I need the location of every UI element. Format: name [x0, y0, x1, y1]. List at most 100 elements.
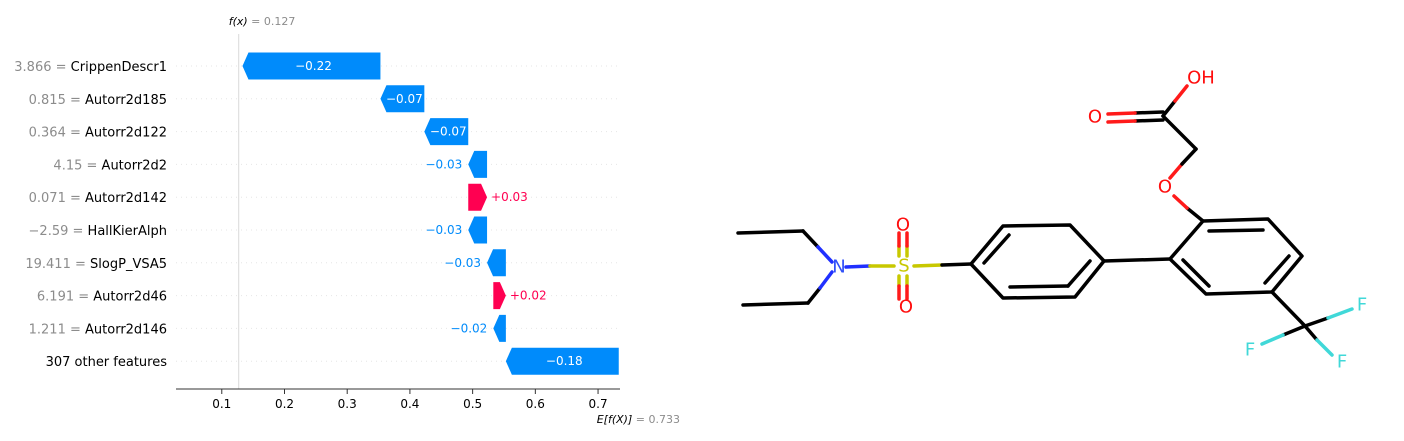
- contribution-label: −0.22: [295, 59, 332, 73]
- contribution-label: +0.03: [491, 190, 528, 204]
- atom-label: F: [1357, 295, 1367, 316]
- feature-label: 1.211 = Autorr2d146: [29, 322, 167, 337]
- feature-value: 4.15: [53, 158, 82, 173]
- feature-label: 4.15 = Autorr2d2: [53, 158, 167, 173]
- contribution-bar: [242, 52, 381, 80]
- feature-name: CrippenDescr1: [71, 60, 167, 75]
- bond: [1303, 316, 1330, 328]
- contribution-bar: [424, 118, 469, 146]
- atom-label: N: [832, 257, 845, 278]
- x-tick-label: 0.5: [463, 397, 482, 411]
- molecule-structure: OH O O N S O O F F F: [736, 68, 1367, 373]
- atom-label: O: [1158, 177, 1172, 198]
- bond: [940, 262, 973, 267]
- x-tick-label: 0.3: [338, 397, 357, 411]
- contribution-bar: [468, 216, 488, 244]
- bond: [1106, 119, 1137, 124]
- bond: [982, 233, 1011, 265]
- feature-equals: =: [52, 60, 71, 75]
- bond: [1181, 258, 1211, 288]
- feature-equals: =: [66, 191, 85, 206]
- contribution-label: −0.07: [386, 92, 423, 106]
- bond: [1161, 99, 1177, 118]
- contribution-bar: [493, 282, 506, 310]
- feature-label: 6.191 = Autorr2d46: [37, 290, 167, 305]
- feature-name: 307 other features: [46, 355, 168, 370]
- molecule-atoms: OH O O N S O O F F F: [832, 68, 1367, 373]
- atom-label: O: [896, 215, 910, 236]
- bond: [1303, 324, 1319, 342]
- base-label: E[f(X)]: [597, 413, 633, 426]
- bond: [1102, 257, 1172, 263]
- contribution-label: −0.02: [451, 321, 488, 335]
- feature-value: 6.191: [37, 290, 74, 305]
- bond: [801, 229, 820, 249]
- feature-name: Autorr2d2: [102, 158, 167, 173]
- base-value-annotation: E[f(X)] = 0.733: [597, 413, 680, 426]
- base-equals: =: [632, 413, 648, 426]
- fx-label: f(x): [229, 15, 248, 28]
- bond: [1207, 228, 1265, 233]
- bond: [1172, 194, 1189, 210]
- feature-label: 0.364 = Autorr2d122: [29, 126, 167, 141]
- feature-name: Autorr2d46: [93, 290, 167, 305]
- contribution-bar: [505, 347, 619, 375]
- bond: [912, 263, 944, 268]
- bond: [1133, 110, 1165, 115]
- x-tick-label: 0.4: [400, 397, 419, 411]
- atom-label: F: [1337, 352, 1347, 373]
- bond: [1008, 284, 1070, 289]
- x-tick-label: 0.6: [526, 397, 545, 411]
- x-tick-label: 0.2: [275, 397, 294, 411]
- atom-label: O: [1088, 107, 1102, 128]
- feature-value: 19.411: [25, 257, 71, 272]
- fx-annotation: f(x) = 0.127: [229, 15, 296, 28]
- atom-label: OH: [1187, 68, 1215, 89]
- feature-equals: =: [82, 158, 101, 173]
- atom-label: O: [899, 297, 913, 318]
- bond: [1263, 254, 1291, 285]
- bond: [1185, 206, 1205, 223]
- feature-equals: =: [66, 93, 85, 108]
- feature-name: Autorr2d185: [85, 93, 167, 108]
- bond: [1133, 118, 1165, 123]
- feature-name: HallKierAlph: [88, 224, 167, 239]
- atom-label: S: [898, 256, 909, 277]
- contribution-label: −0.03: [425, 223, 462, 237]
- bond: [1326, 307, 1354, 320]
- feature-label: 0.071 = Autorr2d142: [29, 191, 167, 206]
- contribution-bars: −0.22 −0.07 −0.07 −0.03 +0.03 −0.03 −0.03 +0.02…: [242, 52, 619, 375]
- contribution-label: −0.07: [430, 125, 467, 139]
- feature-value: 3.866: [14, 60, 51, 75]
- feature-label: −2.59 = HallKierAlph: [29, 224, 167, 239]
- feature-name: Autorr2d146: [85, 322, 167, 337]
- bond: [1106, 111, 1137, 116]
- contribution-bar: [468, 150, 488, 178]
- contribution-label: −0.03: [444, 256, 481, 270]
- feature-equals: =: [66, 126, 85, 141]
- bond: [736, 229, 805, 235]
- contribution-label: −0.03: [425, 157, 462, 171]
- feature-value: 0.071: [29, 191, 66, 206]
- bond: [818, 270, 834, 290]
- feature-value: −2.59: [29, 224, 69, 239]
- bond: [816, 245, 834, 264]
- bond: [1270, 290, 1307, 328]
- feature-value: 0.364: [29, 126, 66, 141]
- contribution-bar: [493, 314, 506, 342]
- contribution-bar: [487, 249, 506, 277]
- feature-name: Autorr2d142: [85, 191, 167, 206]
- feature-labels: 3.866 = CrippenDescr1 0.815 = Autorr2d185…: [14, 60, 167, 370]
- bond: [1315, 338, 1334, 357]
- bond: [1161, 114, 1198, 151]
- feature-equals: =: [66, 322, 85, 337]
- fx-value: 0.127: [264, 15, 296, 28]
- feature-label: 19.411 = SlogP_VSA5: [25, 257, 167, 272]
- contribution-bar: [380, 85, 425, 113]
- feature-name: SlogP_VSA5: [90, 257, 167, 272]
- waterfall-chart: −0.22 −0.07 −0.07 −0.03 +0.03 −0.03 −0.03 +0.02…: [14, 15, 680, 426]
- bond: [1168, 162, 1184, 180]
- contribution-label: +0.02: [510, 289, 547, 303]
- fx-equals: =: [248, 15, 264, 28]
- bond: [741, 301, 810, 307]
